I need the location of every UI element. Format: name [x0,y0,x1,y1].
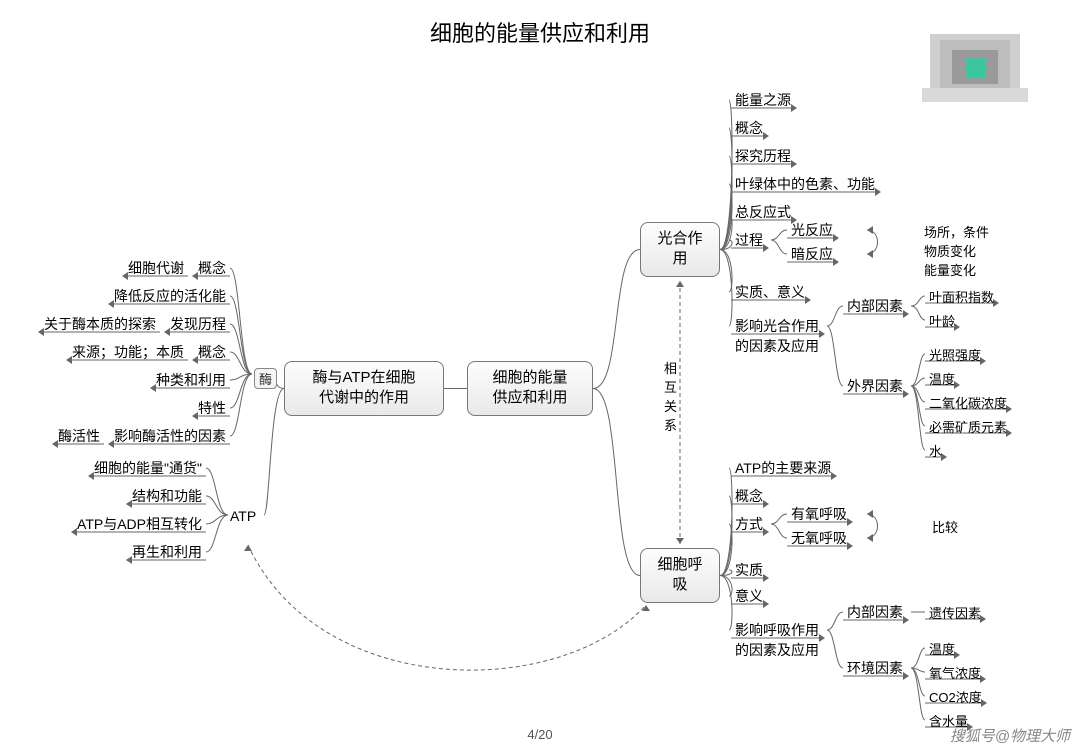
leaf: ATP的主要来源 [735,458,831,478]
leaf: 过程 [735,230,763,250]
leaf-sub: 内部因素 [847,602,903,622]
leaf-sub: 暗反应 [791,244,833,264]
leaf: 能量之源 [735,90,791,110]
leaf: 影响呼吸作用的因素及应用 [735,620,819,660]
leaf-sub: 光反应 [791,220,833,240]
leaf-sub2: 遗传因素 [929,603,981,622]
leaf-sub: 来源；功能；本质 [72,342,184,362]
page-title: 细胞的能量供应和利用 [0,16,1080,48]
label-atp: ATP [230,508,256,524]
leaf-sub2: 叶面积指数 [929,287,994,306]
node-photo: 光合作用 [640,222,720,277]
leaf-sub: 内部因素 [847,296,903,316]
node-resp: 细胞呼吸 [640,548,720,603]
leaf: 叶绿体中的色素、功能 [735,174,875,194]
leaf: 影响酶活性的因素 [114,426,226,446]
leaf: ATP与ADP相互转化 [77,514,202,534]
leaf-sub: 酶活性 [58,426,100,446]
leaf-sub2: 必需矿质元素 [929,417,1007,436]
leaf: 影响光合作用的因素及应用 [735,316,819,356]
leaf-sub: 有氧呼吸 [791,504,847,524]
leaf: 种类和利用 [156,370,226,390]
leaf: 概念 [735,118,763,138]
leaf-sub2: 叶龄 [929,311,955,330]
note: 比较 [932,517,958,536]
leaf: 方式 [735,514,763,534]
leaf: 特性 [198,398,226,418]
leaf: 再生和利用 [132,542,202,562]
leaf-sub2: 含水量 [929,711,968,730]
leaf-sub: 关于酶本质的探索 [44,314,156,334]
leaf-sub: 无氧呼吸 [791,528,847,548]
leaf-sub2: CO2浓度 [929,687,982,706]
leaf: 意义 [735,586,763,606]
leaf: 探究历程 [735,146,791,166]
leaf-sub: 细胞代谢 [128,258,184,278]
page-number: 4/20 [0,727,1080,742]
leaf: 降低反应的活化能 [114,286,226,306]
mindmap-diagram: { "title":"细胞的能量供应和利用", "page":"4/20", "… [0,0,1080,754]
leaf: 总反应式 [735,202,791,222]
leaf: 概念 [198,342,226,362]
leaf-sub2: 温度 [929,639,955,658]
leaf-sub2: 二氧化碳浓度 [929,393,1007,412]
leaf: 实质 [735,560,763,580]
leaf-sub: 环境因素 [847,658,903,678]
leaf-sub2: 光照强度 [929,345,981,364]
leaf-sub2: 氧气浓度 [929,663,981,682]
node-left: 酶与ATP在细胞代谢中的作用 [284,361,444,416]
label-relation: 相互关系 [664,358,677,434]
leaf: 概念 [198,258,226,278]
label-mei: 酶 [254,368,277,389]
leaf: 实质、意义 [735,282,805,302]
leaf: 概念 [735,486,763,506]
note: 场所，条件物质变化能量变化 [924,222,989,279]
leaf: 细胞的能量"通货" [94,458,202,478]
leaf-sub: 外界因素 [847,376,903,396]
leaf-sub2: 水 [929,441,942,460]
leaf: 结构和功能 [132,486,202,506]
leaf-sub2: 温度 [929,369,955,388]
leaf: 发现历程 [170,314,226,334]
node-center: 细胞的能量供应和利用 [467,361,593,416]
